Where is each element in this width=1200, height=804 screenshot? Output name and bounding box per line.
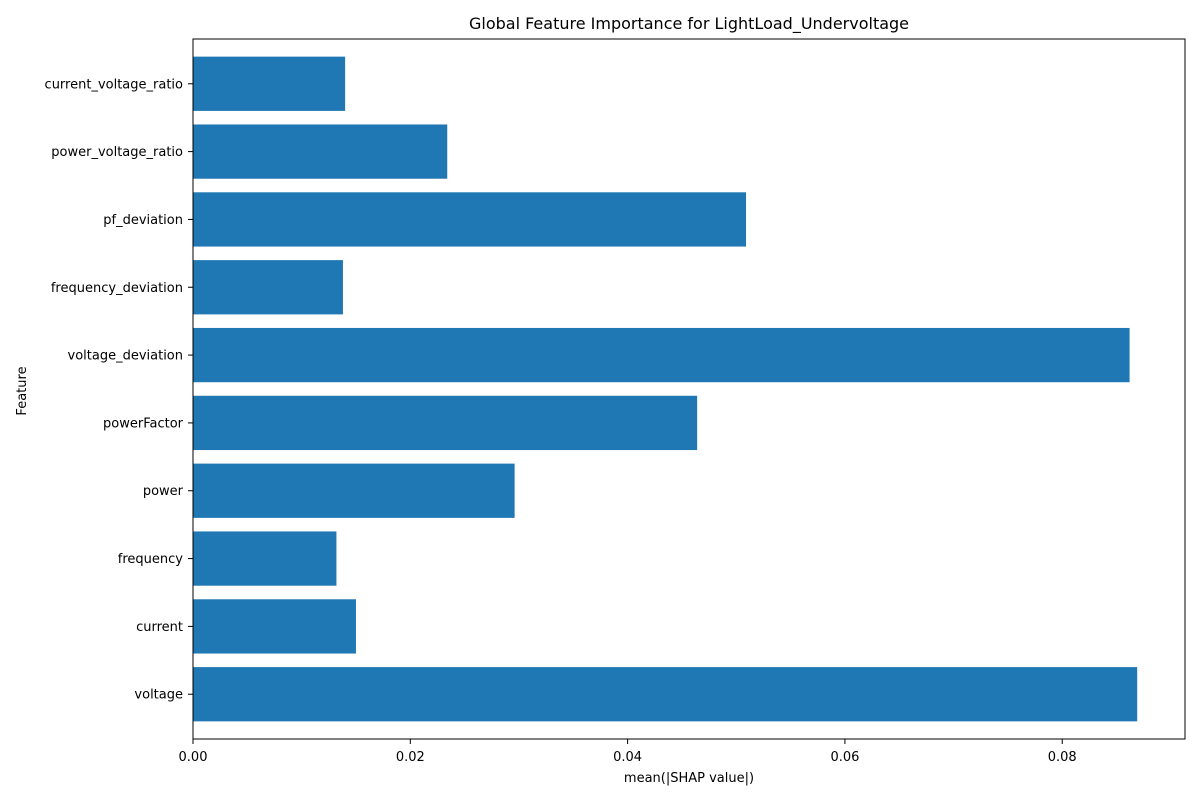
bars-layer [193, 56, 1138, 722]
y-tick-label: frequency_deviation [51, 281, 183, 296]
x-tick-label: 0.08 [1048, 750, 1077, 765]
bar-frequency [193, 531, 337, 586]
bar-pf_deviation [193, 192, 747, 247]
bar-current [193, 599, 356, 654]
y-tick-label: frequency [118, 552, 184, 567]
x-tick-label: 0.04 [613, 750, 642, 765]
y-axis-label: Feature [15, 366, 30, 415]
bar-frequency_deviation [193, 260, 343, 315]
bar-voltage_deviation [193, 327, 1130, 383]
ticks-layer: voltage current frequency power powerFactor v… [45, 77, 1077, 765]
x-axis-label: mean(|SHAP value|) [624, 771, 754, 786]
bar-power_voltage_ratio [193, 124, 448, 179]
chart-title: Global Feature Importance for LightLoad_… [469, 14, 909, 34]
y-tick-label: current_voltage_ratio [45, 77, 183, 92]
y-tick-label: voltage [134, 688, 183, 703]
y-tick-label: voltage_deviation [68, 349, 184, 364]
bar-power [193, 463, 515, 518]
bar-voltage [193, 667, 1138, 722]
x-tick-label: 0.06 [830, 750, 859, 765]
y-tick-label: power [143, 484, 184, 499]
y-tick-label: current [136, 620, 183, 635]
y-tick-label: pf_deviation [103, 213, 183, 228]
bar-current_voltage_ratio [193, 56, 346, 111]
y-tick-label: powerFactor [103, 416, 184, 431]
y-tick-label: power_voltage_ratio [51, 145, 183, 160]
bar-powerFactor [193, 395, 698, 451]
x-tick-label: 0.00 [179, 750, 208, 765]
x-tick-label: 0.02 [396, 750, 425, 765]
plot-frame [192, 38, 1186, 740]
